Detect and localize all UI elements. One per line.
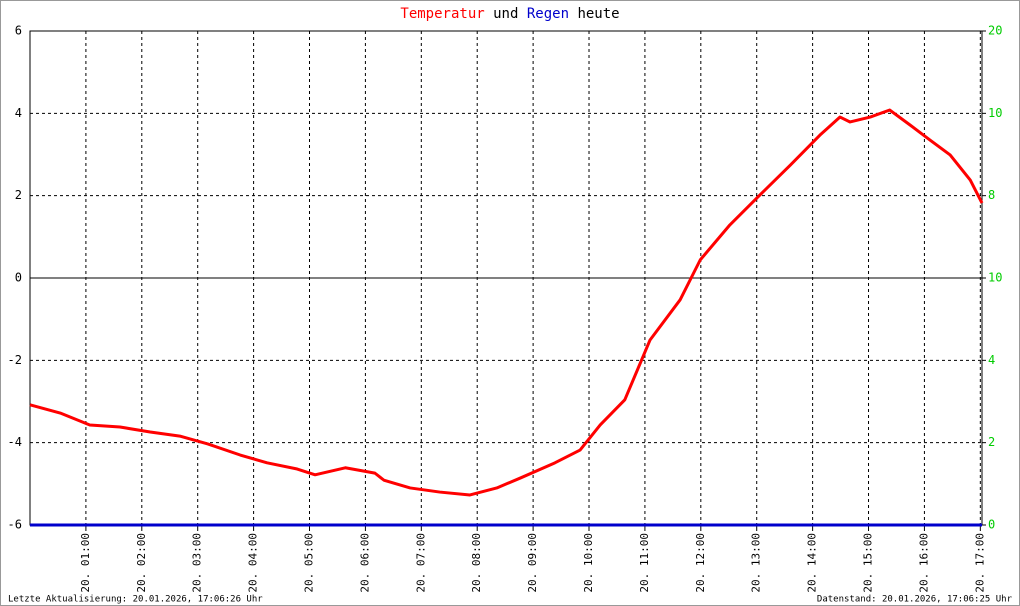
x-tick-label: 20. 01:00 <box>79 533 92 593</box>
x-tick-label: 20. 12:00 <box>694 533 707 593</box>
x-tick-label: 20. 07:00 <box>414 533 427 593</box>
chart-title: Temperatur und Regen heute <box>400 6 619 22</box>
x-tick-label: 20. 10:00 <box>582 533 595 593</box>
y-tick-label: -2 <box>8 353 22 367</box>
y2-tick-label: 4 <box>988 353 995 367</box>
y2-tick-label: 20 <box>988 24 1002 38</box>
x-tick-label: 20. 14:00 <box>806 533 819 593</box>
y-tick-label: 2 <box>15 188 22 202</box>
footer-right: Datenstand: 20.01.2026, 17:06:25 Uhr <box>817 595 1013 605</box>
y-tick-label: -4 <box>8 435 22 449</box>
title-part: heute <box>577 6 619 22</box>
y-tick-label: 0 <box>15 271 22 285</box>
y2-tick-label: 8 <box>988 188 995 202</box>
x-tick-label: 20. 11:00 <box>638 533 651 593</box>
title-part: Regen <box>527 6 569 22</box>
footer-left: Letzte Aktualisierung: 20.01.2026, 17:06… <box>8 595 263 605</box>
x-tick-label: 20. 16:00 <box>917 533 930 593</box>
x-tick-label: 20. 17:00 <box>973 533 986 593</box>
x-tick-label: 20. 15:00 <box>862 533 875 593</box>
y-tick-label: -6 <box>8 518 22 532</box>
x-tick-label: 20. 06:00 <box>358 533 371 593</box>
y2-tick-label: 10 <box>988 271 1002 285</box>
title-part: und <box>493 6 518 22</box>
x-tick-label: 20. 05:00 <box>303 533 316 593</box>
y2-tick-label: 10 <box>988 106 1002 120</box>
y2-tick-label: 0 <box>988 518 995 532</box>
x-tick-label: 20. 09:00 <box>526 533 539 593</box>
x-tick-label: 20. 03:00 <box>191 533 204 593</box>
y-tick-label: 4 <box>15 106 22 120</box>
y-tick-label: 6 <box>15 24 22 38</box>
x-tick-label: 20. 13:00 <box>750 533 763 593</box>
y2-tick-label: 2 <box>988 435 995 449</box>
x-tick-label: 20. 08:00 <box>470 533 483 593</box>
title-part: Temperatur <box>400 6 484 22</box>
series-line <box>29 108 984 497</box>
x-tick-label: 20. 04:00 <box>247 533 260 593</box>
x-tick-label: 20. 02:00 <box>135 533 148 593</box>
